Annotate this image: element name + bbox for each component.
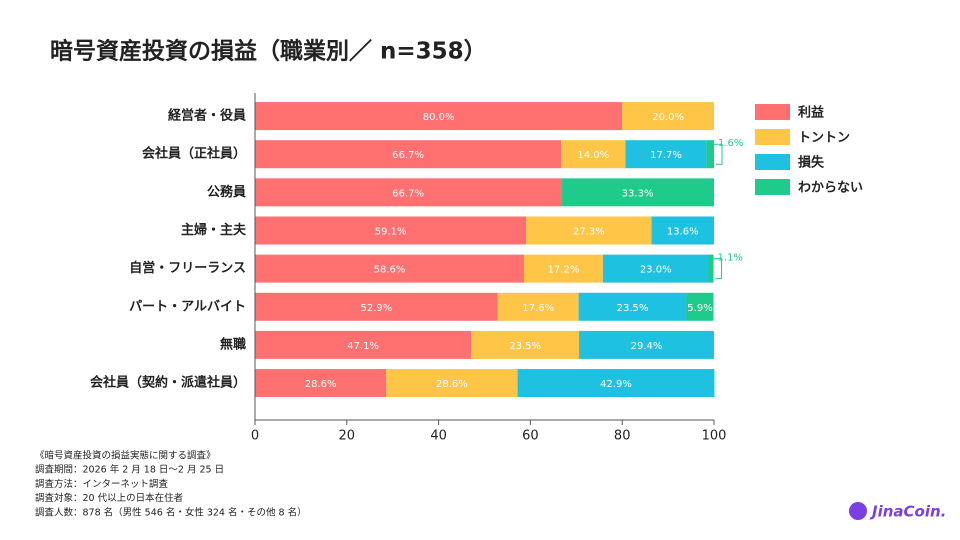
bar-segment xyxy=(686,292,714,321)
bar-segment xyxy=(651,216,714,245)
bar-segment xyxy=(708,254,714,283)
footnote: 調査期間：2026 年 2 月 18 日〜2 月 25 日 xyxy=(35,464,224,476)
value-label: 66.7% xyxy=(392,150,424,161)
value-label: 66.7% xyxy=(392,188,424,199)
bar-segment xyxy=(255,254,524,283)
bar-segment xyxy=(255,178,562,207)
value-label: 1.1% xyxy=(718,253,743,264)
footnote: 調査対象：20 代以上の日本在住者 xyxy=(35,492,183,504)
value-label: 5.9% xyxy=(687,303,712,314)
bar-segment xyxy=(579,330,714,359)
logo-text: JinaCoin. xyxy=(869,503,946,521)
value-label: 80.0% xyxy=(423,112,455,123)
value-label: 52.9% xyxy=(361,303,393,314)
x-tick-label: 20 xyxy=(339,429,356,444)
value-label: 14.0% xyxy=(577,150,609,161)
category-label: 経営者・役員 xyxy=(168,108,246,124)
value-label: 28.6% xyxy=(305,379,337,390)
legend-label: 損失 xyxy=(798,155,825,171)
legend-swatch xyxy=(755,129,790,145)
category-label: 無職 xyxy=(220,336,246,352)
label-leader xyxy=(710,254,723,280)
value-label: 17.2% xyxy=(548,265,580,276)
legend-swatch xyxy=(755,154,790,170)
value-label: 23.0% xyxy=(640,265,672,276)
value-label: 58.6% xyxy=(374,265,406,276)
value-label: 17.6% xyxy=(522,303,554,314)
value-label: 23.5% xyxy=(617,303,649,314)
x-tick-label: 80 xyxy=(614,429,631,444)
x-tick-label: 40 xyxy=(430,429,447,444)
bar-segment xyxy=(602,254,709,283)
logo-icon xyxy=(849,502,867,520)
value-label: 42.9% xyxy=(600,379,632,390)
footnote: 調査方法：インターネット調査 xyxy=(35,478,169,490)
bar-segment xyxy=(471,330,580,359)
bar-segment xyxy=(255,292,498,321)
bar-segment xyxy=(255,102,623,131)
category-label: パート・アルバイト xyxy=(129,299,246,314)
value-label: 47.1% xyxy=(347,341,379,352)
bar-segment xyxy=(497,292,579,321)
value-label: 59.1% xyxy=(375,226,407,237)
value-label: 17.7% xyxy=(650,150,682,161)
bar-segment xyxy=(386,369,518,398)
value-label: 29.4% xyxy=(631,341,663,352)
legend-label: トントン xyxy=(798,131,850,146)
legend-label: 利益 xyxy=(798,105,824,121)
value-label: 1.6% xyxy=(718,138,743,149)
bar-segment xyxy=(526,216,652,245)
legend-label: わからない xyxy=(798,181,863,196)
label-leader xyxy=(709,140,723,165)
value-label: 33.3% xyxy=(622,188,654,199)
value-label: 23.5% xyxy=(509,341,541,352)
category-label: 会社員（契約・派遣社員） xyxy=(90,375,246,391)
bar-segment xyxy=(706,140,714,169)
bar-segment xyxy=(561,140,626,169)
bar-segment xyxy=(578,292,687,321)
category-label: 自営・フリーランス xyxy=(129,260,246,276)
x-tick-label: 60 xyxy=(522,429,539,444)
bar-segment xyxy=(523,254,603,283)
category-label: 公務員 xyxy=(207,184,246,200)
footnote: 調査人数：878 名（男性 546 名・女性 324 名・その他 8 名） xyxy=(35,506,307,518)
bar-segment xyxy=(255,330,472,359)
bar-segment xyxy=(561,178,714,207)
chart-title: 暗号資産投資の損益（職業別／ n=358） xyxy=(50,38,487,65)
x-tick-label: 100 xyxy=(702,429,727,444)
value-label: 28.6% xyxy=(436,379,468,390)
bar-segment xyxy=(517,369,715,398)
value-label: 20.0% xyxy=(652,112,684,123)
x-tick-label: 0 xyxy=(251,429,259,444)
legend-swatch xyxy=(755,179,790,195)
legend-swatch xyxy=(755,104,790,120)
bar-segment xyxy=(622,102,714,131)
category-label: 主婦・主夫 xyxy=(181,222,247,238)
category-label: 会社員（正社員） xyxy=(142,146,246,162)
value-label: 27.3% xyxy=(573,226,605,237)
footnote: 《暗号資産投資の損益実態に関する調査》 xyxy=(35,450,216,462)
bar-segment xyxy=(255,140,562,169)
logo: JinaCoin. xyxy=(849,502,946,521)
bar-segment xyxy=(255,216,527,245)
bar-segment xyxy=(255,369,387,398)
bar-segment xyxy=(625,140,707,169)
value-label: 13.6% xyxy=(667,226,699,237)
